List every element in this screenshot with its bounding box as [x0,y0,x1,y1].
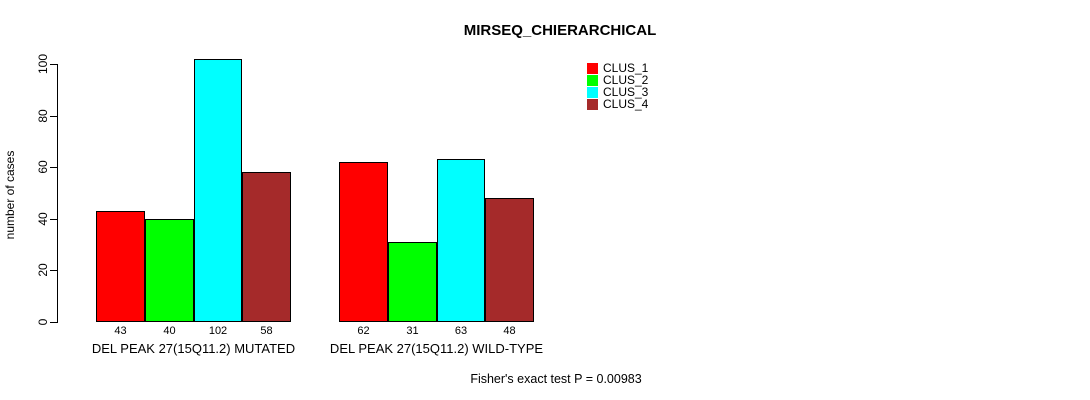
y-tick [50,116,57,117]
bar-value-label: 48 [503,325,516,337]
legend-label: CLUS_4 [603,97,649,111]
bar-clus_2-group2 [388,242,437,322]
y-axis-line [57,64,58,323]
legend-item: CLUS_2 [587,74,648,86]
y-tick-label: 80 [36,109,50,123]
y-tick-label: 100 [36,53,50,75]
legend-label: CLUS_1 [603,61,649,75]
bar-clus_1-group1 [96,211,145,322]
bar-value-label: 102 [208,325,228,337]
legend-swatch [587,86,598,98]
bar-clus_1-group2 [339,162,388,322]
bar-value-label: 58 [260,325,273,337]
legend: CLUS_1 CLUS_2 CLUS_3 CLUS_4 [587,62,648,110]
y-axis-label: number of cases [3,150,17,240]
legend-label: CLUS_3 [603,85,649,99]
y-tick-label: 0 [36,318,50,326]
legend-swatch [587,98,598,110]
category-label: DEL PEAK 27(15Q11.2) MUTATED [91,341,296,356]
legend-swatch [587,74,598,86]
bar-clus_4-group2 [485,198,534,322]
y-tick-label: 20 [36,263,50,277]
bar-clus_3-group2 [437,159,485,322]
bar-value-label: 40 [163,325,176,337]
bar-value-label: 43 [114,325,127,337]
y-tick [50,322,57,323]
y-tick [50,219,57,220]
bar-value-label: 31 [406,325,419,337]
bar-clus_4-group1 [242,172,291,322]
chart-title: MIRSEQ_CHIERARCHICAL [463,22,657,39]
legend-label: CLUS_2 [603,73,649,87]
legend-item: CLUS_3 [587,86,648,98]
y-tick-label: 60 [36,160,50,174]
annotation-text: Fisher's exact test P = 0.00983 [470,372,642,386]
legend-item: CLUS_1 [587,62,648,74]
y-tick [50,167,57,168]
legend-swatch [587,62,598,74]
category-label: DEL PEAK 27(15Q11.2) WILD-TYPE [329,341,544,356]
bar-clus_2-group1 [145,219,194,322]
legend-item: CLUS_4 [587,98,648,110]
bar-value-label: 62 [357,325,370,337]
y-tick [50,64,57,65]
bar-clus_3-group1 [194,59,242,322]
y-tick-label: 40 [36,212,50,226]
y-tick [50,270,57,271]
bar-value-label: 63 [454,325,468,337]
